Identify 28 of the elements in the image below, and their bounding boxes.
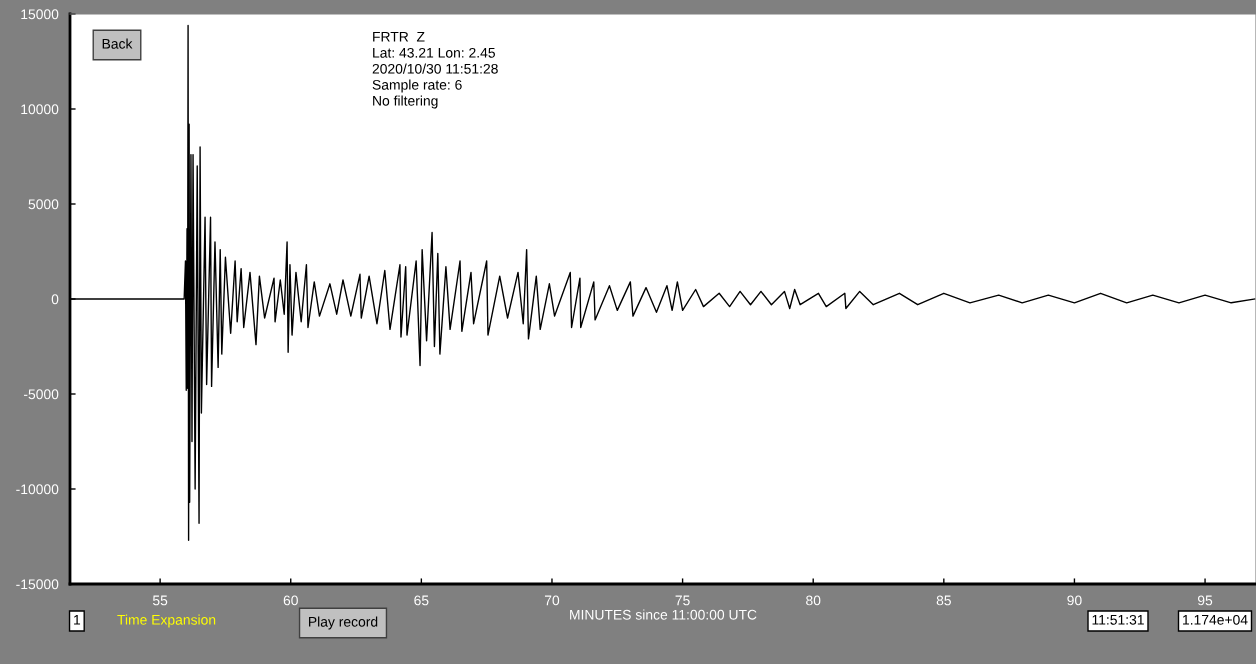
annotation: Sample rate: 6	[372, 79, 462, 93]
x-tick-label: 65	[414, 595, 429, 606]
annotation: Back	[102, 38, 133, 49]
text: 1.174e+04	[1183, 614, 1248, 625]
text: Time Expansion	[117, 614, 216, 628]
y-tick-label: -5000	[23, 389, 59, 400]
x-tick-label: 80	[806, 595, 821, 606]
text: Play record	[309, 616, 378, 630]
text: 11:51:31	[1092, 614, 1144, 625]
annotation: Lat: 43.21 Lon: 2.45	[373, 47, 495, 58]
x-axis-title: MINUTES since 11:00:00 UTC	[570, 609, 757, 620]
annotation: 2020/10/30 11:51:28	[372, 63, 498, 74]
y-tick-label: -10000	[16, 484, 59, 495]
x-tick-label: 70	[544, 595, 560, 606]
y-tick-label: 0	[51, 294, 59, 305]
x-tick-label: 60	[283, 595, 298, 606]
annotation: FRTR Z	[373, 32, 425, 42]
x-tick-label: 85	[936, 595, 951, 606]
y-tick-label: 10000	[21, 104, 59, 115]
x-tick-label: 90	[1067, 595, 1082, 606]
y-tick-label: 5000	[28, 199, 59, 210]
text: 1	[74, 615, 81, 625]
annotation: No filtering	[373, 95, 438, 109]
x-tick-label: 55	[152, 595, 168, 606]
y-tick-label: 15000	[21, 9, 59, 20]
x-tick-label: 95	[1197, 595, 1213, 606]
y-tick-label: -15000	[16, 579, 59, 590]
x-tick-label: 75	[675, 595, 690, 606]
